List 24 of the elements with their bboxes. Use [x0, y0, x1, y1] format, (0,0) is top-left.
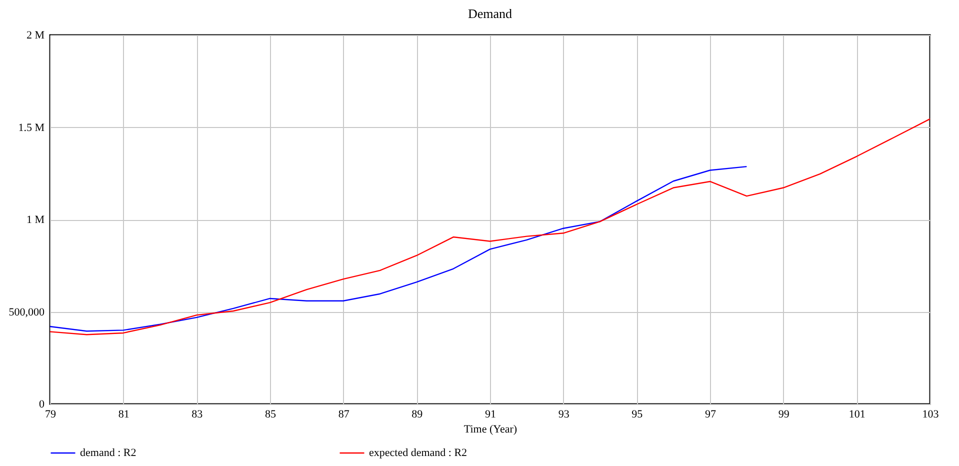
- x-tick-label: 95: [632, 408, 644, 420]
- line-series: [49, 166, 748, 332]
- x-tick-label: 91: [485, 408, 496, 420]
- line-series: [49, 118, 931, 336]
- legend-label: expected demand : R2: [369, 447, 468, 459]
- x-tick-label: 101: [848, 408, 866, 420]
- x-axis-title: Time (Year): [464, 424, 518, 436]
- chart-title: Demand: [468, 6, 513, 21]
- x-tick-label: 79: [45, 408, 56, 420]
- x-tick-label: 81: [118, 408, 130, 420]
- legend-label: demand : R2: [80, 447, 136, 459]
- y-tick-label: 500,000: [8, 306, 45, 318]
- x-tick-label: 103: [922, 408, 940, 420]
- x-tick-label: 85: [265, 408, 276, 420]
- x-tick-label: 93: [558, 408, 570, 420]
- x-tick-label: 99: [778, 408, 790, 420]
- x-tick-label: 87: [338, 408, 350, 420]
- x-tick-label: 89: [412, 408, 424, 420]
- x-tick-label: 97: [705, 408, 716, 420]
- y-tick-label: 1 M: [26, 214, 45, 226]
- x-tick-label: 83: [192, 408, 204, 420]
- y-tick-label: 0: [39, 398, 45, 410]
- y-tick-label: 1.5 M: [18, 122, 45, 134]
- y-tick-label: 2 M: [26, 30, 45, 42]
